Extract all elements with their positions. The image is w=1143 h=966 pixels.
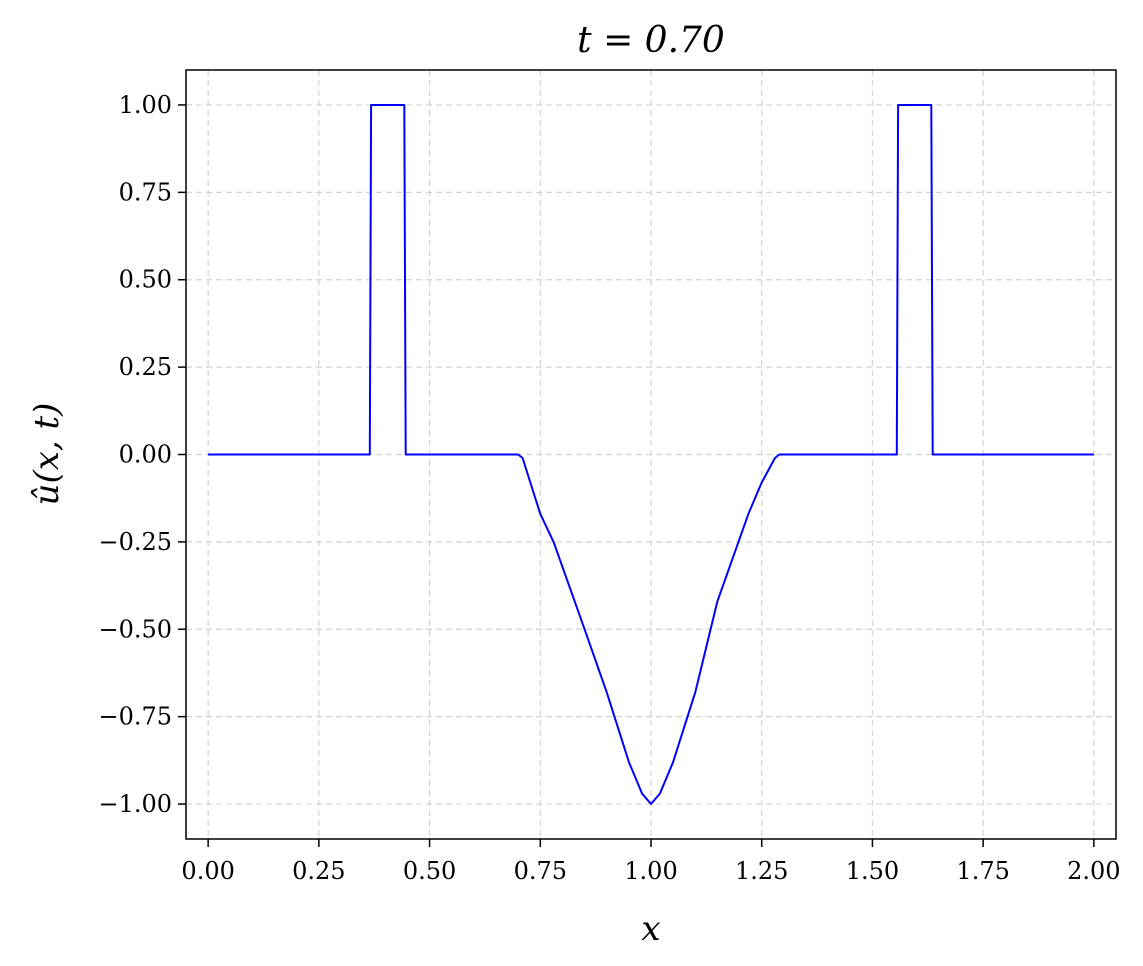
x-tick-label: 1.75 bbox=[956, 857, 1009, 885]
x-tick-label: 2.00 bbox=[1067, 857, 1120, 885]
chart-title: t = 0.70 bbox=[577, 20, 725, 61]
y-tick-label: −0.75 bbox=[98, 703, 172, 731]
y-tick-label: 0.50 bbox=[119, 266, 172, 294]
y-tick-label: −0.25 bbox=[98, 528, 172, 556]
x-tick-label: 0.25 bbox=[292, 857, 345, 885]
x-tick-label: 1.50 bbox=[846, 857, 899, 885]
plot-area bbox=[208, 104, 1094, 805]
x-tick-label: 1.00 bbox=[624, 857, 677, 885]
series-line bbox=[208, 104, 1094, 805]
y-tick-label: −1.00 bbox=[98, 790, 172, 818]
y-tick-label: 0.00 bbox=[119, 441, 172, 469]
x-axis-title: x bbox=[641, 909, 660, 949]
y-axis-title: û(x, t) bbox=[27, 403, 67, 506]
y-tick-label: 0.25 bbox=[119, 353, 172, 381]
y-tick-label: −0.50 bbox=[98, 615, 172, 643]
x-tick-label: 0.50 bbox=[403, 857, 456, 885]
y-tick-label: 1.00 bbox=[119, 91, 172, 119]
y-tick-label: 0.75 bbox=[119, 178, 172, 206]
ticks: 0.00 0.25 0.50 0.75 1.00 1.25 1.50 1.75 2.00 1.00… bbox=[98, 91, 1120, 885]
x-tick-label: 0.75 bbox=[514, 857, 567, 885]
x-tick-label: 1.25 bbox=[735, 857, 788, 885]
x-tick-label: 0.00 bbox=[181, 857, 234, 885]
